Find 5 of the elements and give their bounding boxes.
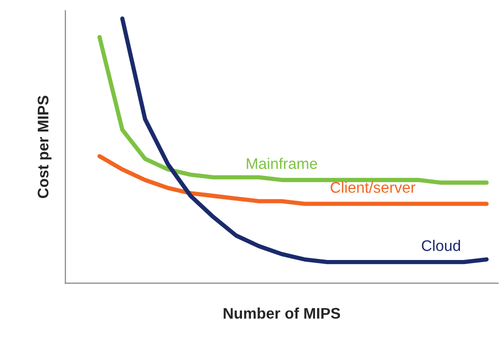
series-label: Client/server (330, 182, 416, 193)
series-label: Mainframe (246, 158, 318, 170)
y-axis-title: Cost per MIPS (38, 96, 52, 198)
series-label: Cloud (422, 240, 460, 252)
x-axis-title: Number of MIPS (224, 308, 340, 319)
